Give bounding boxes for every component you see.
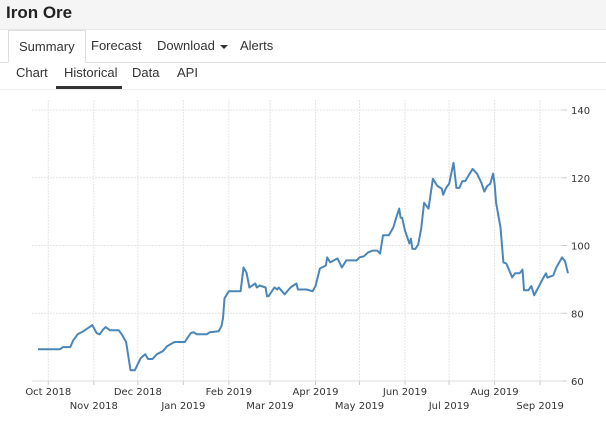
divider bbox=[0, 89, 606, 90]
tab-alerts[interactable]: Alerts bbox=[230, 30, 283, 62]
tab-label: Alerts bbox=[240, 38, 274, 53]
x-tick-label: Jun 2019 bbox=[382, 387, 427, 398]
x-tick-label: Sep 2019 bbox=[516, 401, 563, 412]
subtab-data[interactable]: Data bbox=[124, 63, 167, 89]
tab-download[interactable]: Download bbox=[147, 30, 238, 62]
subtab-api[interactable]: API bbox=[169, 63, 206, 89]
price-line bbox=[38, 161, 569, 372]
y-tick-label: 80 bbox=[571, 309, 584, 320]
x-tick-label: Mar 2019 bbox=[246, 401, 294, 412]
subtab-label: Historical bbox=[64, 65, 118, 80]
y-tick-label: 100 bbox=[571, 242, 590, 253]
page-title: Iron Ore bbox=[6, 3, 73, 22]
tab-label: Download bbox=[157, 38, 215, 53]
x-tick-label: Aug 2019 bbox=[471, 387, 519, 398]
x-tick-label: Jul 2019 bbox=[428, 401, 470, 412]
x-tick-label: Nov 2018 bbox=[70, 401, 118, 412]
y-tick-label: 120 bbox=[571, 174, 590, 185]
y-tick-label: 140 bbox=[571, 106, 590, 117]
tab-label: Summary bbox=[19, 39, 75, 54]
x-tick-label: Oct 2018 bbox=[25, 387, 71, 398]
tab-label: Forecast bbox=[91, 38, 142, 53]
main-tabs: Summary Forecast Download Alerts bbox=[0, 30, 606, 63]
x-tick-label: Apr 2019 bbox=[293, 387, 339, 398]
y-tick-label: 60 bbox=[571, 377, 584, 388]
subtab-chart[interactable]: Chart bbox=[8, 63, 56, 89]
tab-forecast[interactable]: Forecast bbox=[81, 30, 152, 62]
subtab-historical[interactable]: Historical bbox=[56, 63, 122, 89]
subtab-label: Data bbox=[132, 65, 160, 80]
x-tick-label: Dec 2018 bbox=[114, 387, 162, 398]
tab-summary[interactable]: Summary bbox=[8, 30, 86, 63]
caret-down-icon bbox=[219, 44, 228, 49]
x-tick-label: Jan 2019 bbox=[160, 401, 205, 412]
subtab-label: API bbox=[177, 65, 198, 80]
subtab-label: Chart bbox=[16, 65, 48, 80]
x-tick-label: Feb 2019 bbox=[206, 387, 252, 398]
header-bar: Iron Ore bbox=[0, 0, 606, 30]
x-tick-label: May 2019 bbox=[335, 401, 384, 412]
